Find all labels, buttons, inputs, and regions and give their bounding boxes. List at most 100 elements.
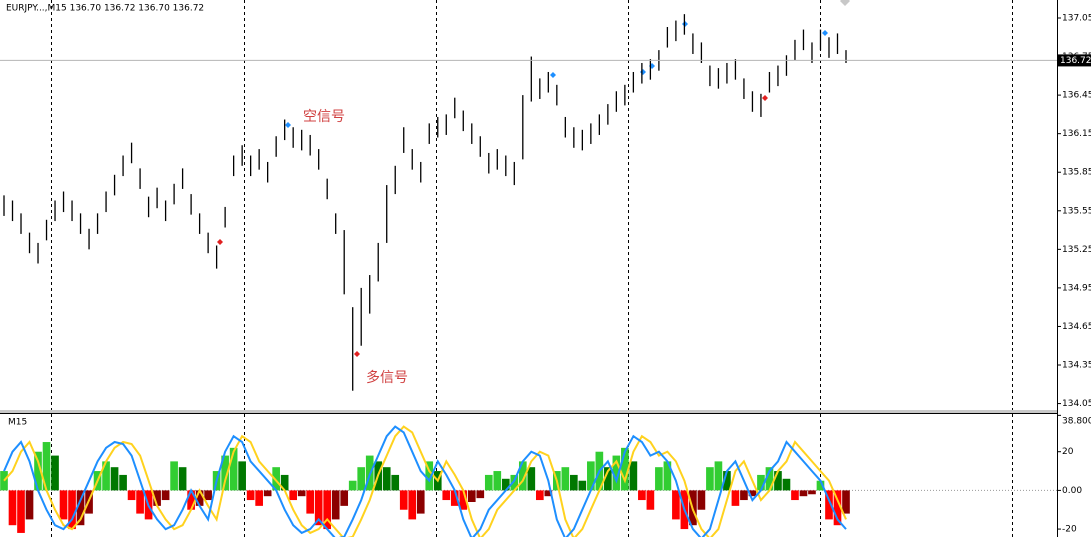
histogram-bar [816, 480, 825, 491]
histogram-bar [76, 490, 85, 526]
histogram-bar [459, 490, 468, 510]
histogram-bar [442, 490, 451, 501]
histogram-bar [799, 490, 808, 497]
histogram-bar [34, 451, 42, 491]
y-tick-label: 134.35 [1062, 361, 1091, 371]
histogram-bar [229, 447, 238, 491]
histogram-bar [153, 490, 161, 506]
sell-signal [822, 30, 828, 36]
histogram-bar [527, 467, 536, 491]
histogram-bar [425, 461, 434, 491]
scroll-marker [840, 0, 850, 6]
histogram-bar [842, 490, 850, 514]
histogram-bar [535, 490, 544, 501]
histogram-bar [340, 490, 349, 506]
histogram-bar [280, 474, 289, 491]
histogram-bar [740, 490, 748, 501]
histogram-bar [127, 490, 136, 501]
sell-signal [285, 122, 291, 128]
histogram-bar [714, 461, 723, 491]
histogram-bar [408, 490, 417, 520]
histogram-bar [391, 474, 400, 491]
y-tick-label: 134.05 [1062, 399, 1091, 409]
signal-markers [217, 0, 850, 357]
histogram-bar [646, 490, 655, 510]
histogram-bar [289, 490, 297, 501]
histogram-bar [655, 467, 663, 491]
pane-divider [0, 410, 1057, 413]
histogram-bar [348, 480, 357, 491]
histogram-bar [161, 490, 170, 501]
histogram-bar [706, 467, 714, 491]
histogram-bar [757, 474, 765, 491]
histogram-bar [663, 461, 672, 491]
histogram-bar [518, 461, 527, 491]
sub-window-label: M15 [8, 418, 27, 428]
y-tick-label: -20 [1062, 525, 1077, 535]
histogram-bar [484, 474, 493, 491]
histogram-bar [782, 478, 791, 491]
histogram-bar [731, 490, 740, 506]
histogram-bar [68, 490, 76, 530]
histogram-bar [382, 467, 391, 491]
histogram-bar [51, 455, 59, 491]
y-tick-label: 135.25 [1062, 245, 1091, 255]
chart-header: EURJPY...,M15 136.70 136.72 136.70 136.7… [6, 4, 204, 14]
y-tick-label: 134.65 [1062, 322, 1091, 332]
histogram-bar [187, 490, 195, 510]
histogram-bar [697, 490, 706, 510]
histogram-bar [331, 490, 340, 520]
y-tick-label: 38.8006 [1062, 417, 1091, 427]
signal-annotation: 多信号 [366, 369, 408, 386]
y-tick-label: 136.15 [1062, 129, 1091, 139]
histogram-bar [246, 490, 255, 501]
histogram-bar [467, 490, 476, 502]
histogram-bar [570, 474, 578, 491]
y-tick-label: 134.95 [1062, 283, 1091, 293]
sell-signal [550, 72, 556, 78]
histogram-bar [629, 461, 638, 491]
buy-signal [762, 95, 768, 101]
buy-signal [217, 239, 223, 245]
histogram-bar [833, 490, 842, 526]
histogram-bar [621, 447, 629, 491]
histogram-bar [587, 461, 595, 491]
histogram-bar [170, 461, 178, 491]
histogram-bar [8, 490, 17, 526]
histogram-bar [314, 490, 323, 526]
histogram-bar [195, 490, 204, 506]
histogram-bar [42, 442, 51, 491]
histogram-bar [416, 490, 425, 514]
histogram-bar [578, 480, 587, 491]
signal-annotation: 空信号 [303, 109, 345, 125]
histogram-bar [638, 490, 646, 501]
y-tick-label: 135.55 [1062, 206, 1091, 216]
histogram-bar [25, 490, 34, 520]
histogram-bar [561, 467, 570, 491]
current-price-label: 136.72 [1060, 56, 1091, 66]
histogram-bar [17, 490, 25, 533]
histogram-bar [204, 490, 212, 501]
histogram-bar [136, 490, 144, 514]
y-tick-label: 137.05 [1062, 13, 1091, 23]
oscillator-line [3, 425, 847, 537]
histogram-bar [774, 471, 782, 491]
histogram-bar [110, 467, 119, 491]
histogram-bar [493, 471, 502, 491]
histogram-bar [272, 467, 280, 491]
current-price-box [1058, 54, 1091, 67]
histogram-bar [723, 471, 731, 491]
histogram-bar [323, 490, 332, 530]
y-tick-label: 136.45 [1062, 91, 1091, 101]
histogram-bar [102, 461, 110, 491]
histogram-bar [808, 490, 816, 495]
histogram-bar [544, 490, 553, 497]
y-tick-label: 0.00 [1062, 486, 1082, 496]
histogram-bar [255, 490, 263, 506]
histogram-bar [306, 490, 315, 514]
histogram-bar [221, 455, 229, 491]
histogram-bar [357, 467, 366, 491]
